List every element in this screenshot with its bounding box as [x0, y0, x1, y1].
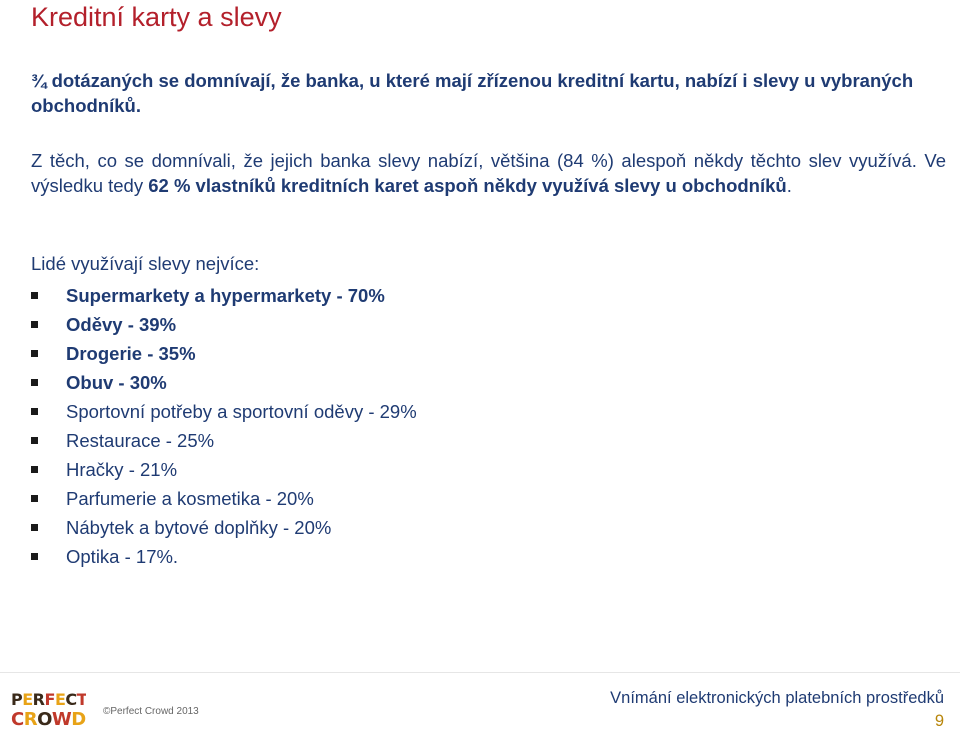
list-item: Supermarkety a hypermarkety - 70% — [31, 282, 417, 311]
discount-list: Supermarkety a hypermarkety - 70% Oděvy … — [31, 282, 417, 572]
list-item-text: Drogerie - 35% — [66, 343, 196, 364]
list-item-text: Parfumerie a kosmetika - 20% — [66, 488, 314, 509]
list-item-text: Obuv - 30% — [66, 372, 167, 393]
square-bullet-icon — [31, 379, 38, 386]
slide-title: Kreditní karty a slevy — [31, 2, 282, 32]
square-bullet-icon — [31, 321, 38, 328]
lead-statement: ¾ dotázaných se domnívají, že banka, u k… — [31, 70, 914, 116]
list-item-text: Oděvy - 39% — [66, 314, 177, 335]
list-item: Obuv - 30% — [31, 369, 417, 398]
square-bullet-icon — [31, 495, 38, 502]
svg-text:CROWD: CROWD — [11, 709, 86, 728]
perfect-crowd-logo: PERFECT CROWD — [11, 690, 86, 728]
list-item-text: Supermarkety a hypermarkety - 70% — [66, 285, 385, 306]
list-item-text: Nábytek a bytové doplňky - 20% — [66, 517, 332, 538]
result-paragraph: Z těch, co se domnívali, že jejich banka… — [31, 148, 946, 198]
list-item: Restaurace - 25% — [31, 427, 417, 456]
svg-text:PERFECT: PERFECT — [11, 690, 86, 709]
square-bullet-icon — [31, 466, 38, 473]
list-item-text: Hračky - 21% — [66, 459, 178, 480]
square-bullet-icon — [31, 292, 38, 299]
list-item-text: Optika - 17%. — [66, 546, 179, 567]
square-bullet-icon — [31, 350, 38, 357]
square-bullet-icon — [31, 553, 38, 560]
list-item: Parfumerie a kosmetika - 20% — [31, 485, 417, 514]
para-text-end: . — [786, 175, 792, 196]
list-item-text: Restaurace - 25% — [66, 430, 215, 451]
para-text-bold: 62 % vlastníků kreditních karet aspoň ně… — [148, 175, 787, 196]
list-item-text: Sportovní potřeby a sportovní oděvy - 29… — [66, 401, 417, 422]
list-item: Oděvy - 39% — [31, 311, 417, 340]
list-item: Nábytek a bytové doplňky - 20% — [31, 514, 417, 543]
footer-divider — [0, 672, 960, 673]
page-number: 9 — [934, 712, 944, 730]
copyright-text: ©Perfect Crowd 2013 — [103, 706, 199, 717]
footer-title: Vnímání elektronických platebních prostř… — [610, 689, 944, 707]
square-bullet-icon — [31, 437, 38, 444]
list-item: Drogerie - 35% — [31, 340, 417, 369]
square-bullet-icon — [31, 524, 38, 531]
list-intro: Lidé využívají slevy nejvíce: — [31, 253, 260, 274]
list-item: Hračky - 21% — [31, 456, 417, 485]
para-text-start: Z těch, co se domnívali, že jejich banka… — [31, 150, 946, 196]
list-item: Optika - 17%. — [31, 543, 417, 572]
list-item: Sportovní potřeby a sportovní oděvy - 29… — [31, 398, 417, 427]
square-bullet-icon — [31, 408, 38, 415]
